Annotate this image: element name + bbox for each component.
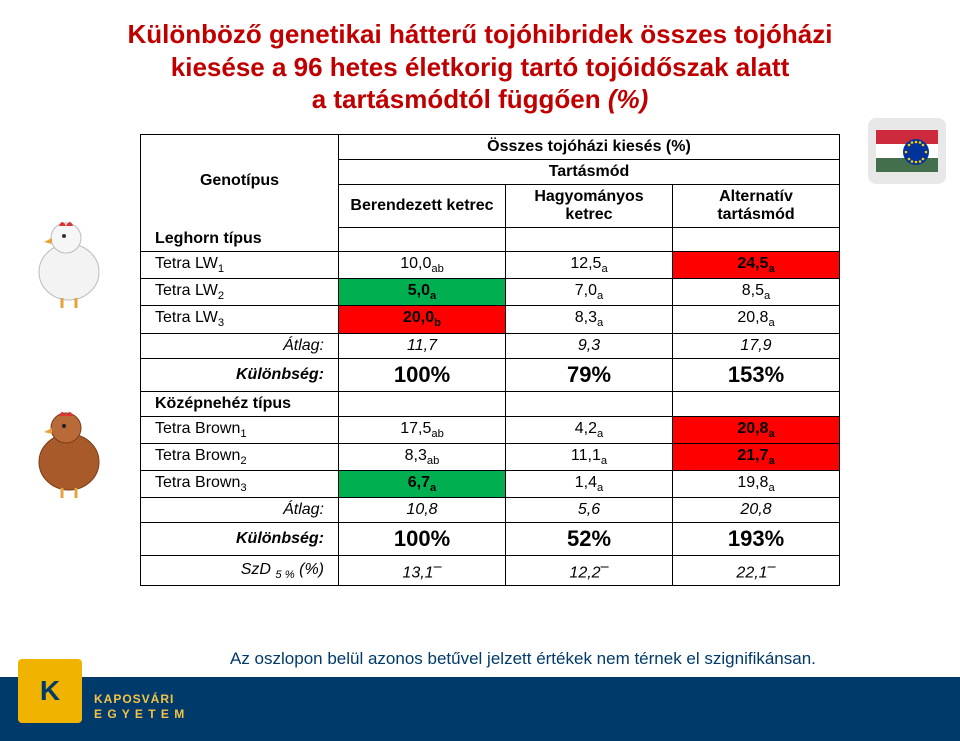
- row-lw1: Tetra LW1 10,0ab 12,5a 24,5a: [141, 252, 840, 279]
- footnote-significance: Az oszlopon belül azonos betűvel jelzett…: [230, 649, 816, 669]
- eu-hu-flag: [868, 118, 946, 184]
- row-lw3: Tetra LW3 20,0b 8,3a 20,8a: [141, 306, 840, 333]
- col-genotype: Genotípus: [141, 134, 339, 227]
- col-total-loss: Összes tojóházi kiesés (%): [339, 134, 840, 159]
- row-br3: Tetra Brown3 6,7a 1,4a 19,8a: [141, 470, 840, 497]
- section-leghorn: Leghorn típus: [141, 227, 339, 252]
- slide-title: Különböző genetikai hátterű tojóhibridek…: [0, 0, 960, 124]
- row-br1: Tetra Brown1 17,5ab 4,2a 20,8a: [141, 416, 840, 443]
- white-chicken-image: [24, 200, 114, 310]
- data-table: Genotípus Összes tojóházi kiesés (%) Tar…: [140, 134, 840, 587]
- section-medium: Középnehéz típus: [141, 391, 339, 416]
- brown-chicken-image: [24, 390, 114, 500]
- title-line1: Különböző genetikai hátterű tojóhibridek…: [128, 19, 833, 49]
- row-lw2: Tetra LW2 5,0a 7,0a 8,5a: [141, 279, 840, 306]
- row-diff1: Különbség: 100% 79% 153%: [141, 358, 840, 391]
- col-furnished: Berendezett ketrec: [339, 184, 506, 227]
- col-alternative: Alternatív tartásmód: [673, 184, 840, 227]
- col-conventional: Hagyományos ketrec: [506, 184, 673, 227]
- row-avg2: Átlag: 10,8 5,6 20,8: [141, 498, 840, 523]
- university-name: KAPOSVÁRIE G Y E T E M: [94, 692, 185, 723]
- row-diff2: Különbség: 100% 52% 193%: [141, 523, 840, 556]
- title-pct: (%): [608, 84, 648, 114]
- row-br2: Tetra Brown2 8,3ab 11,1a 21,7a: [141, 443, 840, 470]
- university-logo: K: [18, 659, 82, 723]
- title-line2: kiesése a 96 hetes életkorig tartó tojói…: [171, 52, 789, 82]
- row-avg1: Átlag: 11,7 9,3 17,9: [141, 333, 840, 358]
- title-line3: a tartásmódtól függően: [312, 84, 601, 114]
- row-szd: SzD 5 % (%) 13,1– 12,2– 22,1–: [141, 556, 840, 586]
- col-housing: Tartásmód: [339, 159, 840, 184]
